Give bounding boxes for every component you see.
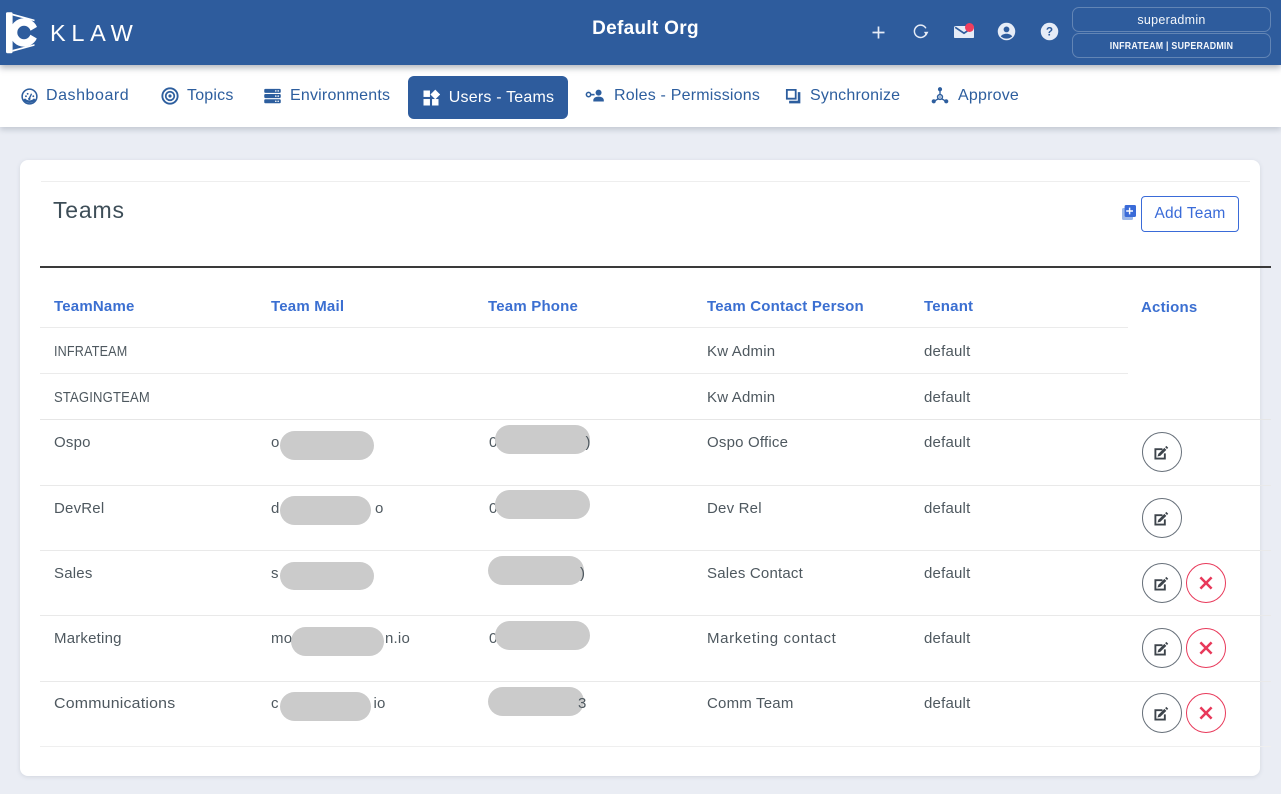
- svg-text:?: ?: [1045, 25, 1052, 39]
